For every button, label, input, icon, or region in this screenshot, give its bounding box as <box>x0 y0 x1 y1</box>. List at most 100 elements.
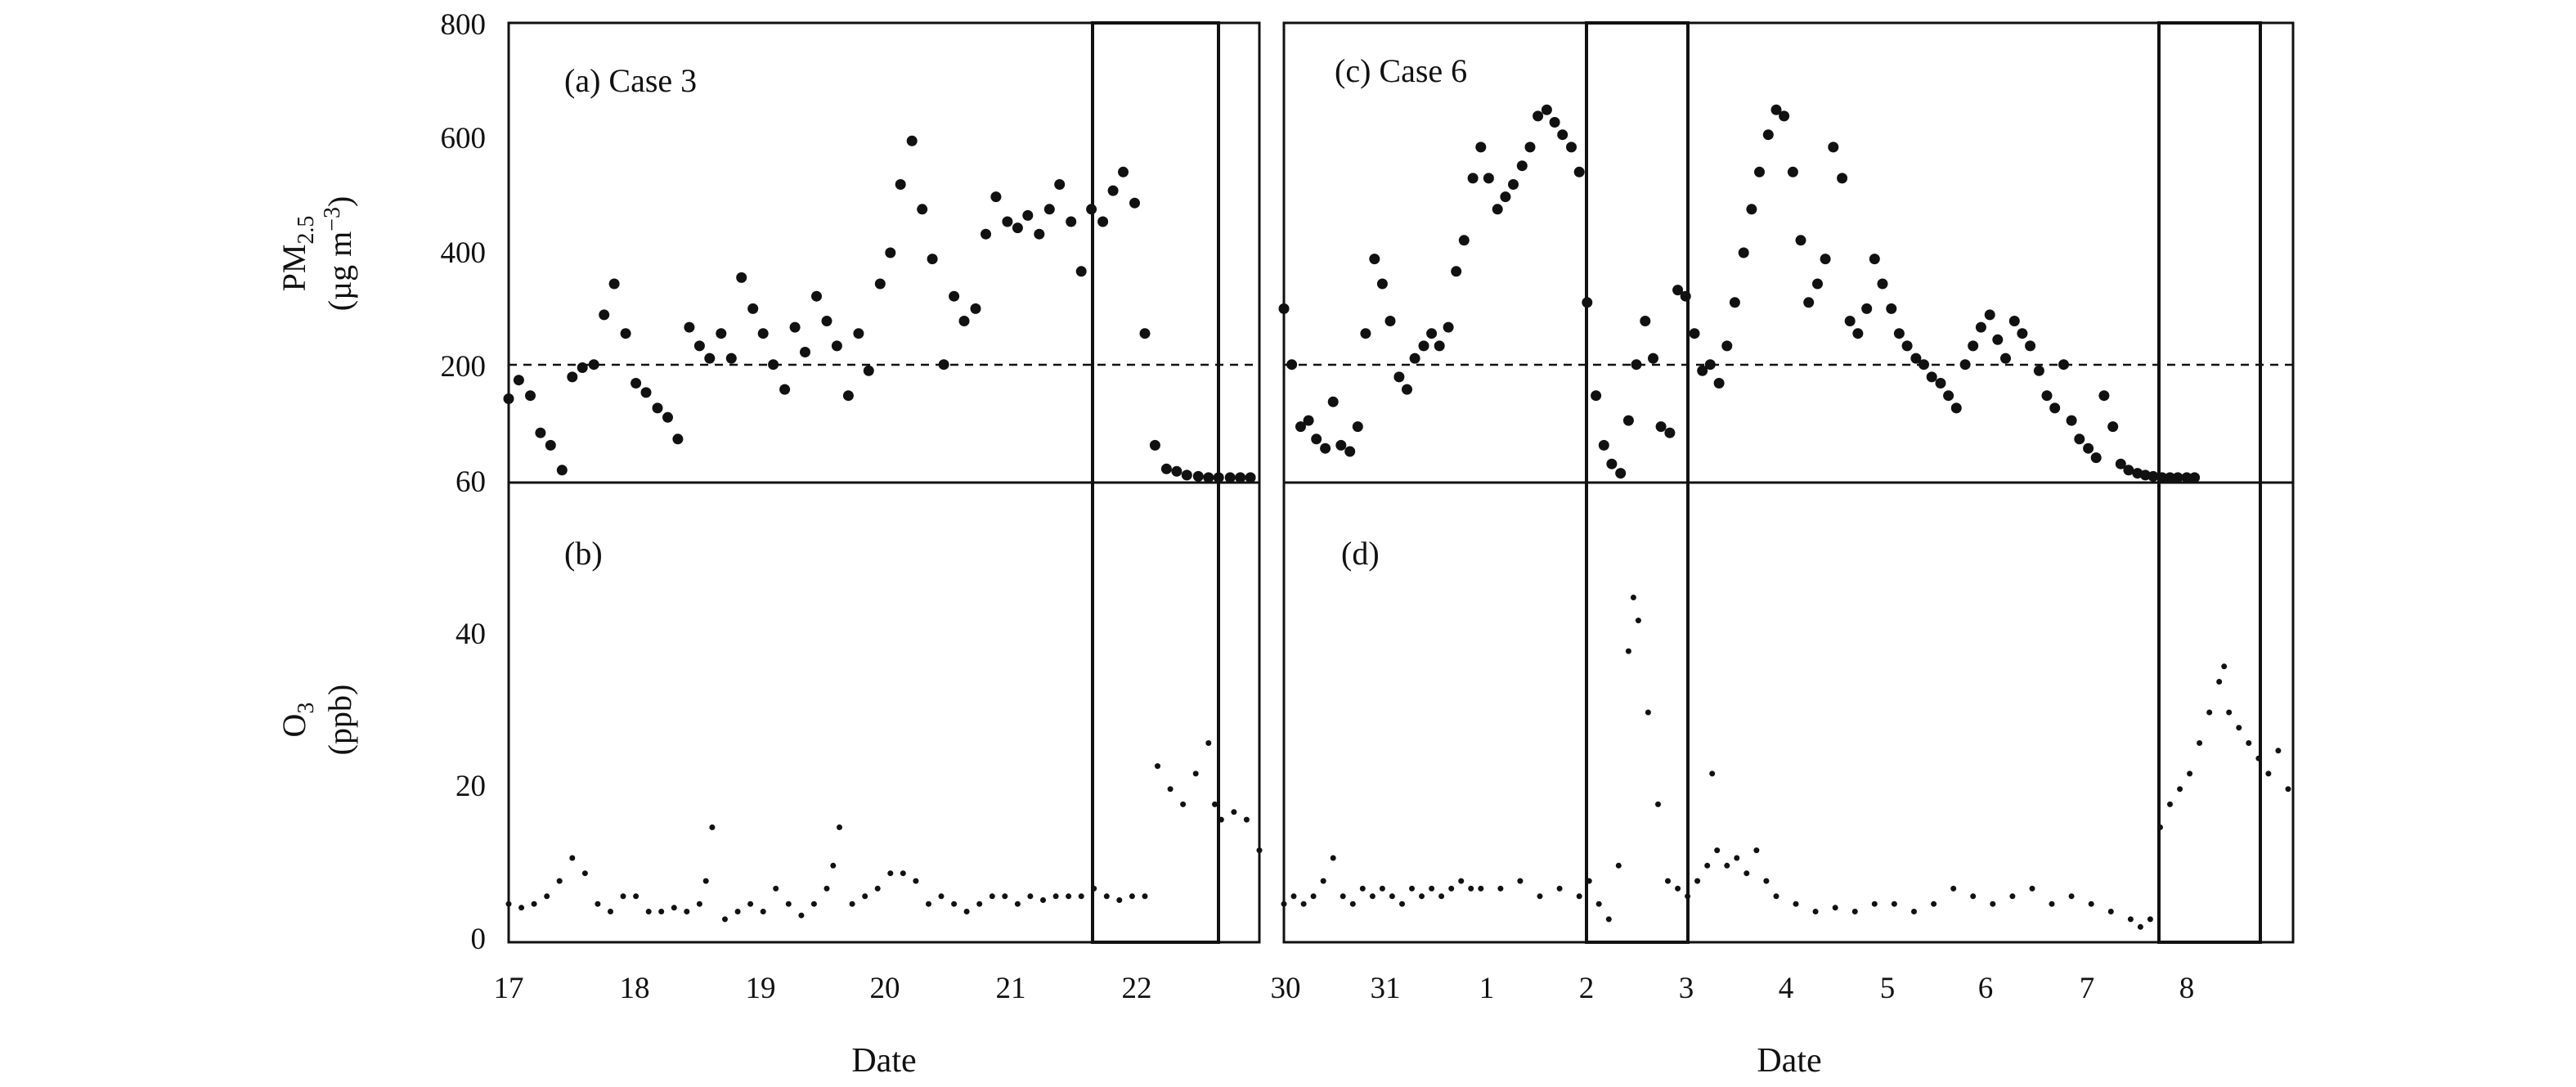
pa-point-2 <box>525 390 536 402</box>
pd-point-66 <box>2137 923 2143 930</box>
pc-point-39 <box>1598 439 1609 451</box>
pd-point-21 <box>1497 885 1504 892</box>
pa-point-4 <box>545 439 556 451</box>
pa-point-41 <box>938 359 949 371</box>
ylabel-o3: O3(ppb) <box>276 685 358 756</box>
pd-point-11 <box>1389 893 1395 900</box>
panel-ab-highlight-box <box>1091 21 1220 944</box>
pc-point-77 <box>1910 353 1922 364</box>
pc-point-98 <box>2083 442 2094 454</box>
pc-point-12 <box>1376 278 1388 290</box>
pc-point-96 <box>2066 415 2077 426</box>
pc-point-8 <box>1344 446 1356 457</box>
pa-point-21 <box>725 353 737 364</box>
pa-point-58 <box>1118 166 1129 177</box>
pd-point-71 <box>2187 770 2193 777</box>
pa-point-45 <box>981 228 991 240</box>
xtick-right-4: 3 <box>1679 972 1694 1005</box>
pa-point-62 <box>1160 463 1172 474</box>
pa-point-6 <box>567 371 578 383</box>
pb-point-39 <box>976 901 983 907</box>
pd-point-33 <box>1645 709 1651 716</box>
pc-point-63 <box>1795 235 1806 246</box>
pd-point-2 <box>1300 901 1307 907</box>
pd-point-36 <box>1675 885 1681 892</box>
ylabel-pm25-superscript: −3 <box>320 207 345 231</box>
pc-point-84 <box>1968 340 1979 352</box>
right-panels: (c) Case 6 (d) 30 31 1 2 3 4 5 6 7 8 Dat… <box>1271 21 2295 1080</box>
pa-point-0 <box>503 393 514 404</box>
pb-point-17 <box>709 824 716 830</box>
pd-point-7 <box>1349 901 1356 907</box>
ylabel-o3-line1: O3 <box>276 703 319 738</box>
pb-point-21 <box>760 909 766 914</box>
pd-point-31 <box>1630 595 1636 600</box>
pa-point-65 <box>1192 470 1204 482</box>
pa-point-17 <box>684 321 695 333</box>
pd-point-41 <box>1714 847 1721 854</box>
pd-point-75 <box>2221 663 2228 670</box>
pd-point-38 <box>1694 878 1701 884</box>
pb-point-0 <box>505 901 512 907</box>
pd-point-77 <box>2236 725 2242 731</box>
pa-point-46 <box>990 191 1002 203</box>
pa-point-24 <box>757 328 769 339</box>
xtick-right-1: 31 <box>1371 972 1401 1005</box>
pb-point-27 <box>830 862 837 869</box>
pa-point-18 <box>693 340 705 352</box>
pb-point-7 <box>595 901 601 907</box>
pa-point-44 <box>970 303 981 314</box>
pa-point-54 <box>1075 266 1087 277</box>
pb-point-29 <box>849 901 855 907</box>
panel-b-frame <box>507 481 1261 944</box>
pb-point-2 <box>531 901 537 907</box>
pb-point-20 <box>747 901 754 907</box>
pd-point-54 <box>1911 909 1917 914</box>
pc-point-93 <box>2041 390 2053 402</box>
pc-point-51 <box>1697 365 1708 376</box>
pc-point-91 <box>2025 340 2036 352</box>
pd-point-18 <box>1458 878 1465 884</box>
pa-point-23 <box>747 303 759 314</box>
pc-point-5 <box>1320 442 1331 454</box>
pa-point-20 <box>716 328 727 339</box>
pd-point-58 <box>1990 901 1996 907</box>
panel-c-points <box>1278 104 2201 483</box>
pa-point-53 <box>1066 216 1077 227</box>
pa-point-7 <box>577 362 588 373</box>
pb-point-30 <box>862 893 868 900</box>
pb-point-6 <box>581 870 588 877</box>
pd-point-45 <box>1753 847 1760 854</box>
pd-point-53 <box>1891 901 1897 907</box>
pc-point-100 <box>2098 390 2110 402</box>
pa-point-33 <box>853 328 864 339</box>
pc-point-40 <box>1606 458 1618 469</box>
pd-point-81 <box>2275 748 2282 754</box>
pa-point-26 <box>779 384 791 395</box>
pd-point-23 <box>1537 893 1543 900</box>
pc-point-48 <box>1672 285 1684 296</box>
ylabel-pm25-line1: PM2.5 <box>276 216 319 292</box>
pc-point-71 <box>1861 303 1873 314</box>
pc-point-41 <box>1615 468 1627 479</box>
pd-point-52 <box>1871 901 1878 907</box>
pa-point-9 <box>599 309 610 321</box>
panel-d-points <box>1281 595 2291 930</box>
pd-point-8 <box>1359 885 1366 892</box>
pb-point-45 <box>1052 893 1059 900</box>
pb-point-14 <box>684 909 690 914</box>
pa-point-47 <box>1002 216 1013 227</box>
pc-point-102 <box>2115 458 2126 469</box>
pb-point-35 <box>926 901 931 907</box>
pc-point-35 <box>1566 141 1577 153</box>
pb-point-16 <box>702 878 709 884</box>
pd-point-24 <box>1556 885 1563 892</box>
pd-point-43 <box>1734 855 1740 861</box>
pc-point-22 <box>1458 235 1470 246</box>
pd-point-48 <box>1793 901 1799 907</box>
pc-point-52 <box>1704 359 1716 371</box>
pc-point-32 <box>1541 104 1552 115</box>
xtick-left-3: 20 <box>870 972 900 1005</box>
pa-point-29 <box>811 290 822 302</box>
panel-b-label: (b) <box>564 535 603 572</box>
